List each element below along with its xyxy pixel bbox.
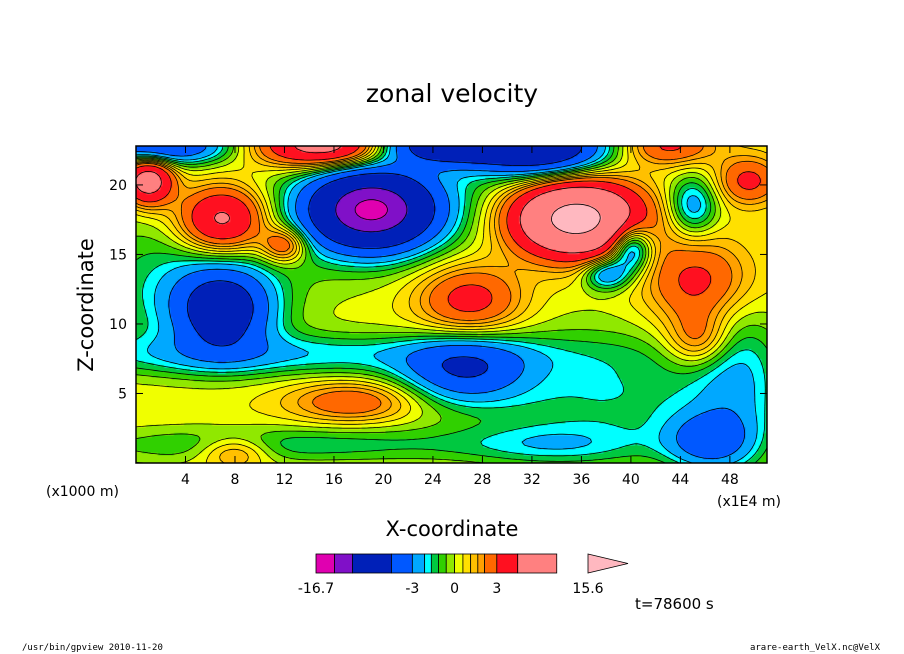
x-tick-label: 8 xyxy=(231,472,240,488)
x-tick-label: 12 xyxy=(276,472,294,488)
legend-color-box xyxy=(411,553,426,574)
x-tick-label: 4 xyxy=(181,472,190,488)
y-axis-ticks: 5 10 15 20 xyxy=(109,178,767,402)
contour-line xyxy=(135,145,768,464)
color-legend: -16.7 -3 0 3 15.6 xyxy=(298,553,629,597)
contour-line xyxy=(135,145,761,312)
x-tick-label: 24 xyxy=(424,472,442,488)
legend-color-box xyxy=(334,553,353,574)
legend-color-box xyxy=(496,553,519,574)
legend-color-box xyxy=(484,553,498,574)
x-tick-label: 40 xyxy=(622,472,640,488)
x-tick-label: 28 xyxy=(474,472,492,488)
legend-tick-labels: -16.7 -3 0 3 15.6 xyxy=(298,581,604,597)
x-tick-label: 48 xyxy=(721,472,739,488)
legend-color-box xyxy=(454,553,464,574)
x-tick-label: 20 xyxy=(375,472,393,488)
chart-title: zonal velocity xyxy=(366,79,538,108)
footer-right: arare-earth_VelX.nc@VelX xyxy=(750,643,881,653)
legend-color-box xyxy=(470,553,479,574)
legend-color-box xyxy=(477,553,485,574)
x-axis-ticks: 4 8 12 16 20 24 28 32 36 40 44 48 xyxy=(181,146,739,488)
time-label: t=78600 s xyxy=(635,595,714,613)
legend-tick-label: -16.7 xyxy=(298,581,334,597)
x-axis-label: X-coordinate xyxy=(386,517,519,541)
contour-line xyxy=(136,145,746,460)
contour-line xyxy=(551,203,601,234)
contour-line xyxy=(354,199,388,221)
y-tick-label: 5 xyxy=(118,386,127,402)
contour-line xyxy=(135,145,768,464)
legend-color-box xyxy=(391,553,413,574)
legend-color-box xyxy=(352,553,392,574)
plot-frame xyxy=(135,145,768,464)
contour-line xyxy=(135,145,758,464)
legend-tick-label: 15.6 xyxy=(572,581,603,597)
legend-color-box xyxy=(438,553,447,574)
y-axis-unit: (x1000 m) xyxy=(46,484,119,500)
legend-tick-label: 0 xyxy=(450,581,459,597)
contour-line xyxy=(135,145,768,464)
y-axis-label: Z-coordinate xyxy=(74,238,98,372)
x-tick-label: 16 xyxy=(325,472,343,488)
contour-lines xyxy=(135,145,768,464)
legend-overflow-arrow xyxy=(587,553,629,574)
legend-tick-label: 3 xyxy=(492,581,501,597)
y-tick-label: 10 xyxy=(109,317,127,333)
x-tick-label: 44 xyxy=(671,472,689,488)
contour-line xyxy=(135,145,766,464)
legend-color-box xyxy=(424,553,432,574)
contour-line xyxy=(135,145,768,418)
x-axis-unit: (x1E4 m) xyxy=(717,494,781,510)
contour-line xyxy=(135,145,768,414)
legend-color-box xyxy=(462,553,472,574)
legend-color-box xyxy=(517,553,558,574)
y-tick-label: 20 xyxy=(109,178,127,194)
contour-line xyxy=(135,145,768,464)
x-tick-label: 32 xyxy=(523,472,541,488)
contour-line xyxy=(135,145,768,464)
contour-line xyxy=(335,187,408,233)
legend-tick-label: -3 xyxy=(405,581,419,597)
legend-color-box xyxy=(445,553,455,574)
y-tick-label: 15 xyxy=(109,247,127,263)
legend-color-boxes xyxy=(315,553,629,574)
legend-color-box xyxy=(315,553,335,574)
footer-left: /usr/bin/gpview 2010-11-20 xyxy=(22,643,163,653)
legend-color-box xyxy=(430,553,439,574)
x-tick-label: 36 xyxy=(572,472,590,488)
